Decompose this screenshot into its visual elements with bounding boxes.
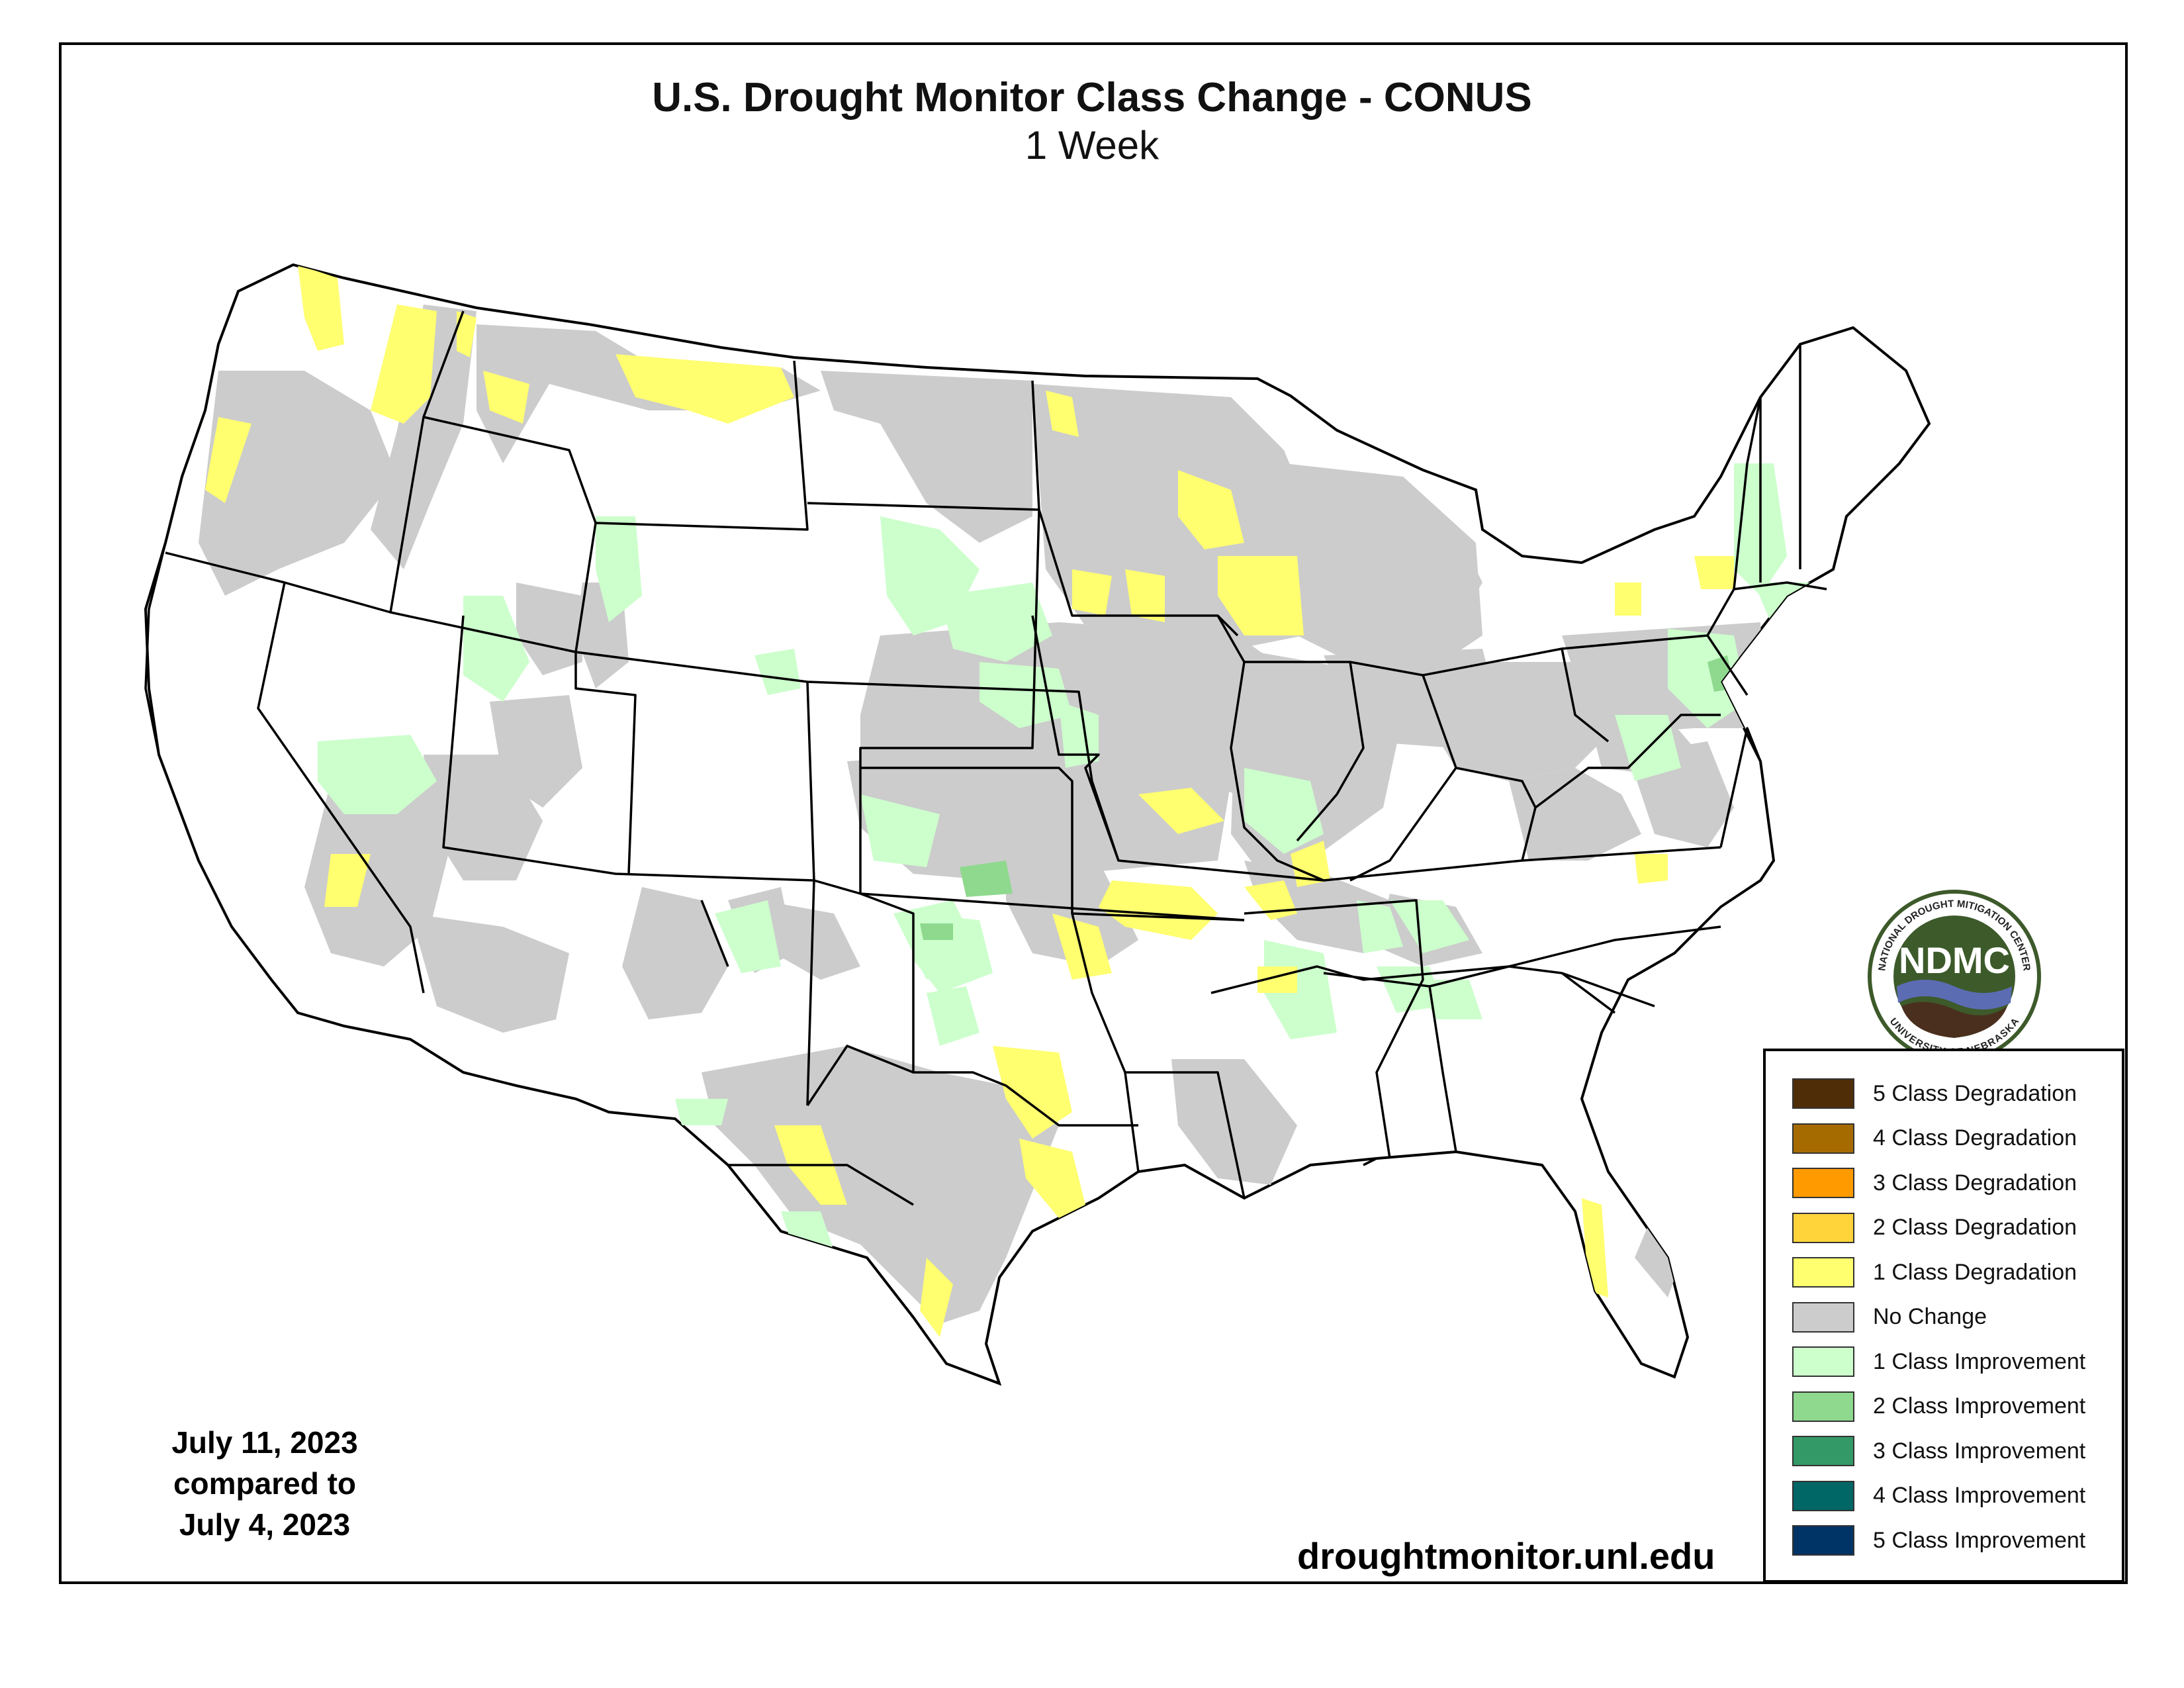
legend-item: No Change bbox=[1792, 1300, 1987, 1335]
legend-label: 3 Class Degradation bbox=[1873, 1170, 2077, 1196]
legend-label: 1 Class Improvement bbox=[1873, 1348, 2086, 1374]
legend-label: 4 Class Improvement bbox=[1873, 1483, 2086, 1508]
legend-swatch bbox=[1792, 1391, 1854, 1422]
legend-item: 1 Class Degradation bbox=[1792, 1255, 2077, 1289]
legend-item: 2 Class Degradation bbox=[1792, 1211, 2077, 1245]
legend: 5 Class Degradation 4 Class Degradation 3 … bbox=[1763, 1049, 2124, 1583]
legend-swatch bbox=[1792, 1212, 1854, 1243]
logo-acronym: NDMC bbox=[1899, 939, 2010, 981]
legend-swatch bbox=[1792, 1480, 1854, 1511]
degradation-1-areas bbox=[205, 265, 1734, 1337]
legend-item: 4 Class Degradation bbox=[1792, 1121, 2077, 1156]
previous-date: July 4, 2023 bbox=[179, 1507, 351, 1542]
legend-item: 2 Class Improvement bbox=[1792, 1389, 2085, 1424]
comparison-text: compared to bbox=[173, 1466, 357, 1501]
current-date: July 11, 2023 bbox=[171, 1425, 358, 1460]
legend-swatch bbox=[1792, 1257, 1854, 1288]
legend-item: 1 Class Improvement bbox=[1792, 1344, 2085, 1379]
legend-item: 3 Class Degradation bbox=[1792, 1166, 2077, 1200]
legend-label: 5 Class Improvement bbox=[1873, 1527, 2086, 1553]
legend-item: 3 Class Improvement bbox=[1792, 1434, 2085, 1468]
legend-swatch bbox=[1792, 1123, 1854, 1154]
legend-label: No Change bbox=[1873, 1304, 1987, 1329]
source-url[interactable]: droughtmonitor.unl.edu bbox=[1297, 1535, 1715, 1577]
no-change-areas bbox=[199, 305, 1767, 1324]
legend-swatch bbox=[1792, 1436, 1854, 1466]
date-comparison: July 11, 2023 compared to July 4, 2023 bbox=[132, 1422, 397, 1545]
legend-label: 4 Class Degradation bbox=[1873, 1125, 2077, 1150]
ndmc-logo: NDMC NATIONAL DROUGHT MITIGATION CENTER … bbox=[1868, 890, 2041, 1063]
map-subtitle: 1 Week bbox=[1024, 123, 1160, 167]
legend-label: 2 Class Degradation bbox=[1873, 1215, 2077, 1240]
legend-swatch bbox=[1792, 1525, 1854, 1556]
state-boundaries bbox=[144, 291, 1827, 1206]
legend-label: 5 Class Degradation bbox=[1873, 1080, 2077, 1106]
legend-item: 5 Class Improvement bbox=[1792, 1523, 2085, 1558]
legend-swatch bbox=[1792, 1078, 1854, 1109]
legend-label: 2 Class Improvement bbox=[1873, 1393, 2086, 1419]
map-title: U.S. Drought Monitor Class Change - CONU… bbox=[652, 75, 1532, 120]
legend-swatch bbox=[1792, 1168, 1854, 1198]
legend-item: 4 Class Improvement bbox=[1792, 1479, 2085, 1513]
legend-item: 5 Class Degradation bbox=[1792, 1076, 2077, 1111]
legend-label: 1 Class Degradation bbox=[1873, 1259, 2077, 1285]
legend-swatch bbox=[1792, 1346, 1854, 1377]
legend-swatch bbox=[1792, 1301, 1854, 1333]
legend-label: 3 Class Improvement bbox=[1873, 1438, 2086, 1464]
